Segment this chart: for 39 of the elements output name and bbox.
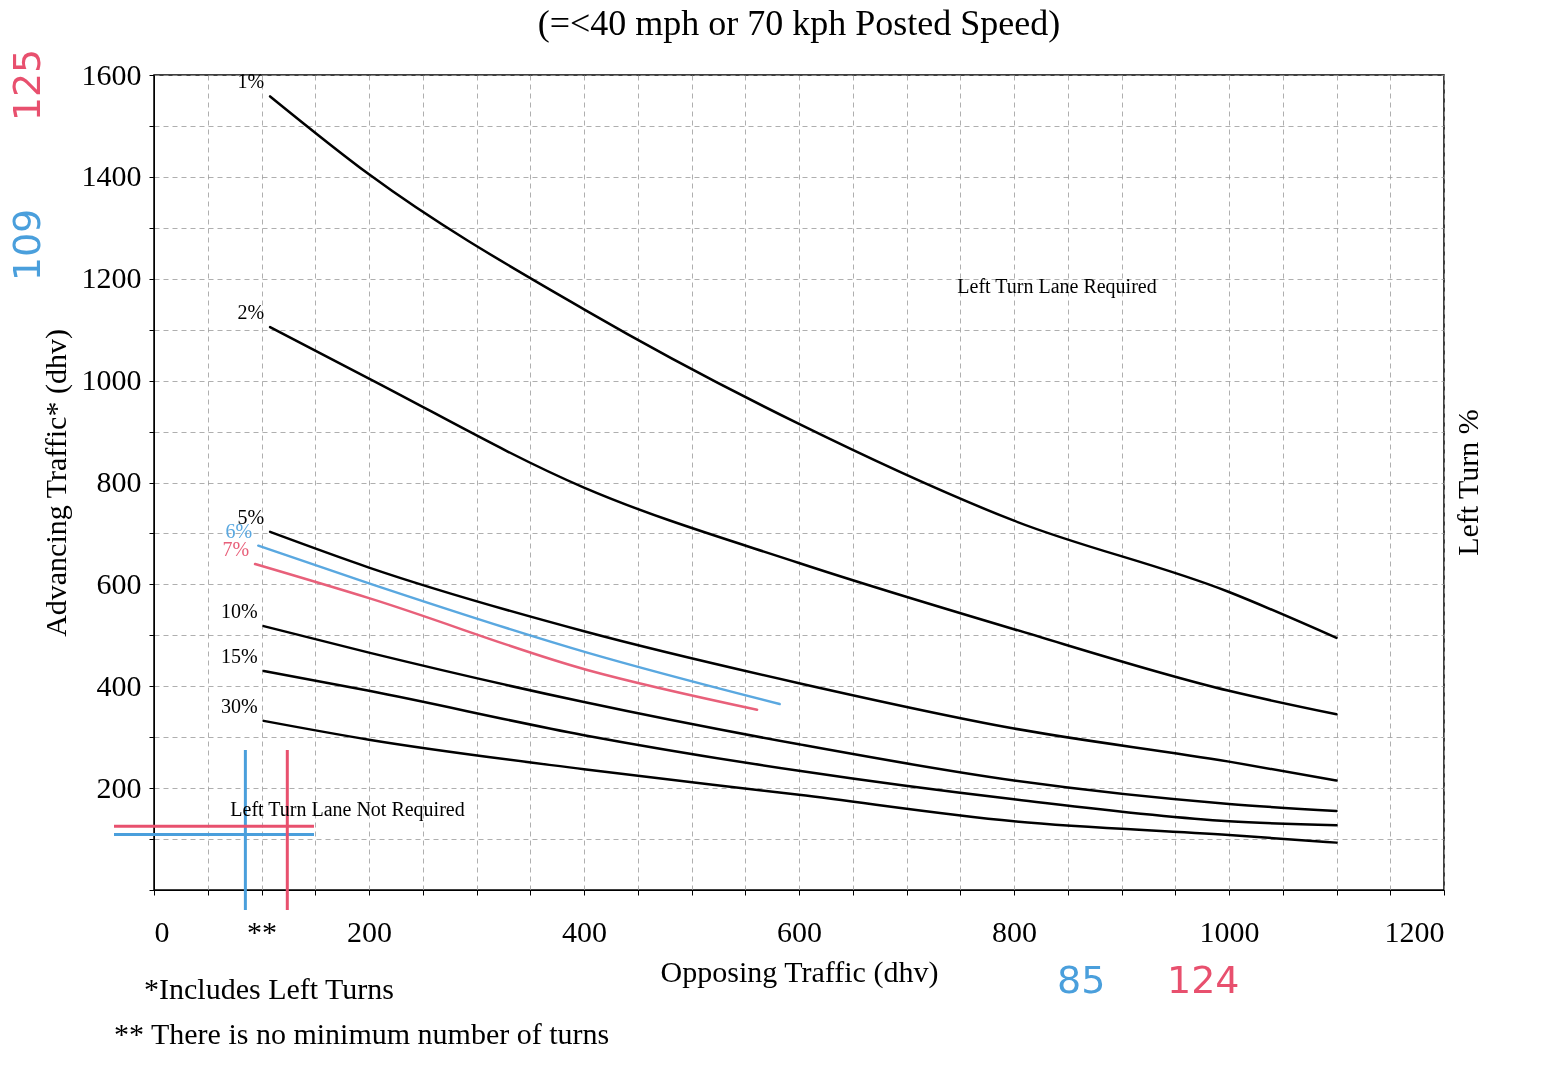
x-tick-label: 1000 — [1199, 914, 1260, 948]
line-series — [262, 669, 1338, 827]
line-series — [257, 544, 781, 706]
y-tick-label: 1200 — [81, 261, 142, 295]
text: ** There is no minimum number of turns — [114, 1017, 610, 1050]
ref-line-label: 125 — [5, 48, 49, 122]
series-label: 15% — [220, 644, 258, 667]
series-label: 10% — [220, 600, 258, 623]
y-axis-title: Advancing Traffic* (dhv) — [38, 329, 73, 637]
ref-line-label: 124 — [1167, 958, 1240, 1002]
y-tick-label: 1400 — [81, 159, 142, 193]
series-label: 1% — [237, 70, 265, 93]
y2-axis-title: Left Turn % — [1451, 409, 1484, 556]
y-tick-label: 600 — [96, 566, 142, 600]
line-series — [268, 325, 1338, 716]
x-tick-label: 400 — [562, 914, 607, 948]
series-label: 30% — [220, 694, 258, 717]
line-series — [268, 95, 1338, 640]
y-tick-label: 400 — [96, 668, 142, 702]
text: *Includes Left Turns — [144, 972, 394, 1005]
x-tick-label: 800 — [992, 914, 1037, 948]
ref-line-label: 109 — [5, 208, 49, 282]
annotation: Left Turn Lane Required — [957, 274, 1157, 298]
line-series — [268, 530, 1338, 782]
y-tick-label: 1600 — [81, 57, 142, 91]
x-axis-title: Opposing Traffic (dhv) — [660, 954, 939, 989]
line-series — [262, 719, 1338, 844]
chart-title: (=<40 mph or 70 kph Posted Speed) — [537, 2, 1061, 43]
x-tick-label: 0 — [154, 914, 170, 948]
y-tick-label: 1000 — [81, 363, 142, 397]
x-tick-label: 200 — [347, 914, 392, 948]
ref-line-label: 85 — [1057, 958, 1106, 1002]
x-tick-label: ** — [247, 914, 277, 948]
y-tick-label: 200 — [96, 770, 142, 804]
x-tick-label: 1200 — [1384, 914, 1445, 948]
series-label: 2% — [237, 301, 265, 324]
series-label: 7% — [222, 538, 250, 560]
x-tick-label: 600 — [777, 914, 822, 948]
y-tick-label: 800 — [96, 465, 142, 498]
